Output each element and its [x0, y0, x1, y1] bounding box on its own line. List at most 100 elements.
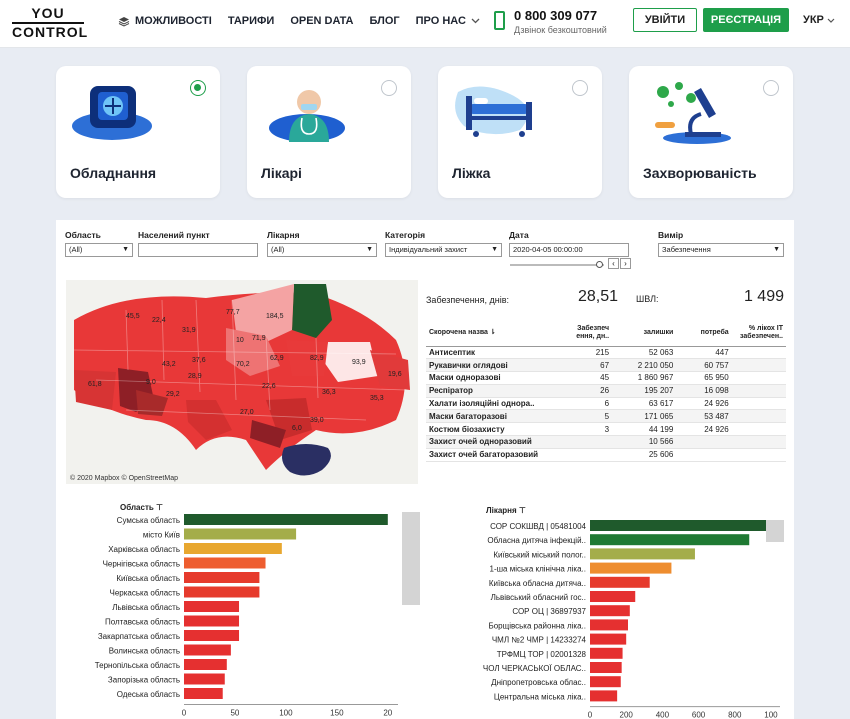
region-poltava[interactable] — [286, 340, 328, 376]
filter-category-select[interactable]: Індивідуальний захист ▼ — [385, 243, 502, 257]
table-row[interactable]: Респіратор 26 195 207 16 098 — [426, 384, 786, 398]
date-prev-button[interactable]: ‹ — [608, 258, 619, 269]
filter-hospital: Лікарня (All) ▼ — [267, 230, 377, 257]
register-button[interactable]: РЕЄСТРАЦІЯ — [703, 8, 789, 32]
region-zakarpattia[interactable] — [74, 370, 116, 410]
nav-about[interactable]: ПРО НАС — [416, 15, 480, 27]
supply-days-label: Забезпечення, днів: — [426, 295, 510, 305]
table-row[interactable]: Маски одноразові 45 1 860 967 65 950 — [426, 371, 786, 385]
date-next-button[interactable]: › — [620, 258, 631, 269]
table-row[interactable]: Маски багаторазові 5 171 065 53 487 — [426, 409, 786, 424]
table-row[interactable]: Костюм біозахисту 3 44 199 24 926 — [426, 422, 786, 437]
category-card-equipment[interactable]: Обладнання — [56, 66, 220, 198]
bar[interactable] — [590, 676, 621, 688]
region-chernivtsi[interactable] — [136, 390, 168, 416]
bar[interactable] — [184, 615, 240, 627]
table-row[interactable]: Захист очей одноразовий 10 566 — [426, 435, 786, 449]
bar[interactable] — [184, 514, 388, 525]
filter-measure-select[interactable]: Забезпечення ▼ — [658, 243, 784, 257]
phone-note: Дзвінок безкоштовний — [514, 25, 607, 35]
table-row[interactable]: Захист очей багаторазовий 25 606 — [426, 448, 786, 462]
filter-icon[interactable]: ⊤ — [518, 506, 526, 515]
region-kyiv[interactable] — [226, 328, 280, 376]
bar[interactable] — [590, 576, 650, 588]
col-need-header[interactable]: потреба — [676, 320, 732, 347]
date-slider-handle[interactable] — [596, 261, 603, 268]
filter-region-select[interactable]: (All) ▼ — [65, 243, 133, 257]
bar-category-label: ЧМЛ №2 ЧМР | 14233274 — [492, 636, 587, 645]
col-name-header[interactable]: Скорочена назва ⇂ — [426, 320, 559, 347]
filter-date-input[interactable]: 2020-04-05 00:00:00 — [509, 243, 629, 257]
bar[interactable] — [184, 673, 225, 685]
nav-features[interactable]: МОЖЛИВОСТІ — [118, 15, 212, 27]
dropdown-arrow-icon: ▼ — [122, 246, 129, 253]
ukraine-map[interactable]: 45,5 22,4 31,9 77,7 184,5 10 71,9 62,9 43,2 37,6 2… — [66, 280, 418, 484]
hospital-chart-title: Лікарня ⊤ — [486, 506, 526, 515]
dropdown-arrow-icon: ▼ — [366, 246, 373, 253]
nav-blog[interactable]: БЛОГ — [369, 15, 399, 27]
bar[interactable] — [590, 562, 672, 574]
region-crimea[interactable] — [282, 444, 331, 476]
bar[interactable] — [184, 543, 282, 554]
table-row[interactable]: Рукавички оглядові 67 2 210 050 60 757 — [426, 358, 786, 373]
bar[interactable] — [590, 534, 750, 546]
bar[interactable] — [590, 647, 623, 659]
youcontrol-logo[interactable]: YOU CONTROL — [12, 6, 87, 39]
table-row[interactable]: Антисептик 215 52 063 447 — [426, 346, 786, 360]
language-selector[interactable]: УКР — [803, 14, 835, 26]
bar[interactable] — [590, 548, 695, 560]
card-radio-beds[interactable] — [572, 80, 588, 96]
region-odesa-north[interactable] — [186, 400, 232, 440]
category-card-doctors[interactable]: Лікарі — [247, 66, 411, 198]
col-stock-header[interactable]: залишки — [612, 320, 677, 347]
card-radio-equipment[interactable] — [190, 80, 206, 96]
table-row[interactable]: Халати ізоляційні однора.. 6 63 617 24 926 — [426, 397, 786, 411]
table-cell — [676, 448, 732, 462]
bar[interactable] — [184, 659, 227, 670]
bar[interactable] — [184, 630, 240, 641]
region-kharkiv[interactable] — [324, 342, 378, 382]
bar-category-label: Київський міський полог.. — [493, 550, 586, 559]
col-percent-header[interactable]: % лікох IT забезпечен.. — [731, 320, 786, 347]
x-tick-label: 200 — [620, 711, 634, 719]
region-chart-scrollbar[interactable] — [402, 512, 420, 605]
bar[interactable] — [590, 605, 630, 617]
bar[interactable] — [590, 619, 628, 631]
date-slider[interactable] — [510, 260, 620, 270]
bar[interactable] — [590, 591, 636, 602]
date-slider-track — [510, 264, 604, 266]
bar[interactable] — [184, 586, 260, 598]
bar-category-label: Сумська область — [117, 516, 180, 525]
bar[interactable] — [590, 690, 618, 702]
card-radio-doctors[interactable] — [381, 80, 397, 96]
category-card-beds[interactable]: Ліжка — [438, 66, 602, 198]
nav-pricing[interactable]: ТАРИФИ — [228, 15, 275, 27]
bar[interactable] — [590, 633, 627, 645]
filter-locality-input[interactable] — [138, 243, 258, 257]
region-sumy[interactable] — [292, 284, 332, 338]
bar[interactable] — [184, 528, 297, 540]
bar[interactable] — [184, 601, 240, 612]
col-days-header[interactable]: Забезпеч ення, дн.. — [558, 320, 613, 347]
category-card-morbidity[interactable]: Захворюваність — [629, 66, 793, 198]
sort-icon[interactable]: ⇂ — [489, 328, 496, 336]
card-radio-morbidity[interactable] — [763, 80, 779, 96]
table-cell: 2 210 050 — [612, 358, 677, 373]
region-luhansk[interactable] — [370, 350, 410, 390]
filter-hospital-select[interactable]: (All) ▼ — [267, 243, 377, 257]
login-button[interactable]: УВІЙТИ — [633, 8, 697, 32]
bar[interactable] — [184, 557, 266, 569]
bar[interactable] — [184, 572, 260, 583]
region-chernihiv[interactable] — [232, 284, 294, 344]
phone-number: 0 800 309 077 — [514, 8, 598, 23]
layers-icon — [118, 16, 130, 27]
filter-icon[interactable]: ⊤ — [156, 503, 163, 512]
nav-open-data[interactable]: OPEN DATA — [290, 15, 353, 27]
region-kherson[interactable] — [250, 420, 286, 448]
map-region-value: 77,7 — [226, 309, 240, 316]
bar[interactable] — [590, 662, 622, 673]
bar[interactable] — [590, 520, 771, 531]
hospital-chart-scrollbar[interactable] — [766, 520, 784, 542]
bar[interactable] — [184, 688, 223, 699]
bar[interactable] — [184, 644, 231, 656]
